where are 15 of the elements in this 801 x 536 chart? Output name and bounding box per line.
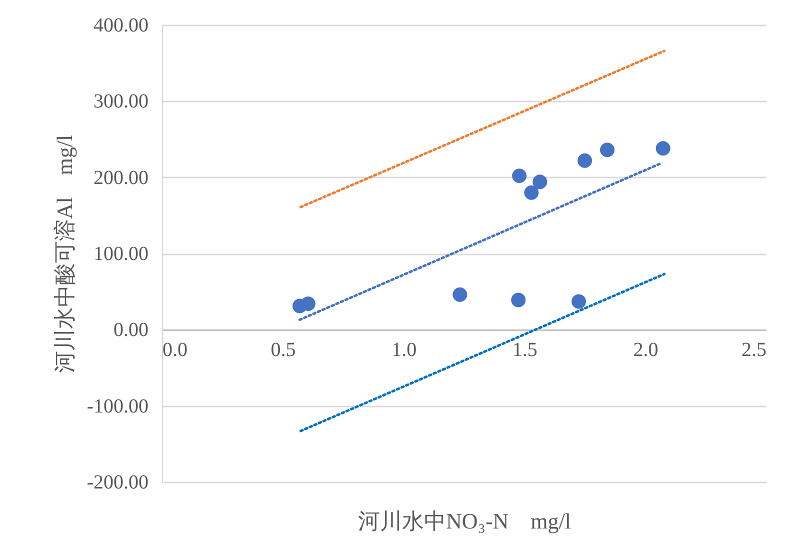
y-tick-label: 0.00 xyxy=(114,319,148,342)
x-tick-label: 1.5 xyxy=(512,339,538,362)
x-tick-label: 0.0 xyxy=(162,339,188,362)
x-tick-label: 1.0 xyxy=(392,339,417,362)
x-axis-title: 河川水中NO₃-N mg/l xyxy=(358,508,571,534)
y-axis-title: 河川水中酸可溶Al mg/l xyxy=(52,134,77,374)
x-tick-label: 2.0 xyxy=(633,339,658,362)
y-tick-label: 300.00 xyxy=(94,90,148,113)
y-tick-label: 100.00 xyxy=(94,243,148,265)
x-tick-label: 0.5 xyxy=(270,339,296,362)
y-tick-label: 400.00 xyxy=(94,14,148,36)
y-tick-label: -100.00 xyxy=(86,395,148,418)
y-tick-label: -200.00 xyxy=(86,472,148,494)
y-tick-label: 200.00 xyxy=(94,166,148,189)
x-tick-label: 2.5 xyxy=(742,339,766,362)
